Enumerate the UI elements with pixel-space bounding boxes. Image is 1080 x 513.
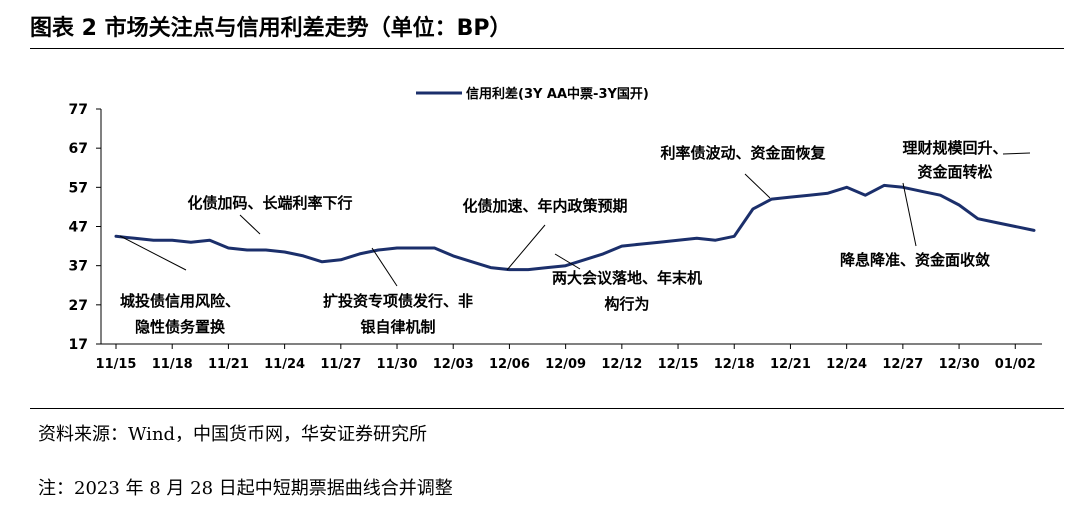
annotation-leader xyxy=(1002,152,1031,155)
source-text: 资料来源：Wind，中国货币网，华安证券研究所 xyxy=(38,424,428,445)
y-tick-label: 67 xyxy=(69,141,88,157)
x-tick-label: 11/18 xyxy=(152,357,193,372)
x-tick-label: 12/21 xyxy=(770,357,811,372)
annotation-text: 构行为 xyxy=(604,295,649,313)
annotation-text: 银自律机制 xyxy=(360,318,435,336)
x-tick-label: 12/18 xyxy=(714,357,755,372)
x-tick-label: 12/12 xyxy=(601,357,642,372)
annotation-text: 隐性债务置换 xyxy=(135,318,226,336)
x-tick-label: 01/02 xyxy=(995,357,1036,372)
x-tick-label: 11/24 xyxy=(264,357,305,372)
x-tick-label: 12/27 xyxy=(882,357,923,372)
x-tick-label: 11/15 xyxy=(96,357,137,372)
annotation-text: 利率债波动、资金面恢复 xyxy=(660,144,826,162)
y-tick-label: 27 xyxy=(69,298,88,314)
annotation-leader xyxy=(506,224,546,271)
x-tick-label: 12/30 xyxy=(939,357,980,372)
y-tick-label: 17 xyxy=(69,337,88,353)
legend-label: 信用利差(3Y AA中票-3Y国开) xyxy=(466,86,649,102)
y-tick-label: 37 xyxy=(69,259,88,275)
title-rule xyxy=(30,48,1064,49)
x-tick-label: 11/27 xyxy=(320,357,361,372)
x-tick-label: 12/15 xyxy=(658,357,699,372)
x-tick-label: 12/06 xyxy=(489,357,530,372)
note-text: 注：2023 年 8 月 28 日起中短期票据曲线合并调整 xyxy=(38,478,453,499)
chart-area: 17 27 37 47 57 67 77 11/15 11/18 11/21 11/24 11/27 1… xyxy=(0,50,1080,406)
series-line-credit-spread xyxy=(114,183,1036,272)
figure-title: 图表 2 市场关注点与信用利差走势（单位：BP） xyxy=(30,16,512,41)
annotation-leader xyxy=(371,247,398,287)
annotation-text: 扩投资专项债发行、非 xyxy=(323,292,473,310)
annotation-text: 化债加码、长端利率下行 xyxy=(187,194,352,212)
annotation-leader xyxy=(902,182,917,247)
credit-spread-line-chart: 17 27 37 47 57 67 77 11/15 11/18 11/21 11/24 11/27 1… xyxy=(69,86,1042,372)
annotation-text: 理财规模回升、 xyxy=(902,139,1007,157)
annotation-leader xyxy=(554,253,581,270)
y-tick-label: 47 xyxy=(69,220,88,236)
y-tick-label: 57 xyxy=(69,180,88,196)
x-tick-label: 11/30 xyxy=(377,357,418,372)
x-tick-label: 11/21 xyxy=(208,357,249,372)
footer-rule xyxy=(30,408,1064,409)
y-tick-label: 77 xyxy=(69,102,88,118)
annotation-leader xyxy=(744,173,771,199)
annotation-text: 城投债信用风险、 xyxy=(120,292,240,310)
annotation-leader xyxy=(119,235,187,271)
annotation-leader xyxy=(239,214,261,235)
annotation-text: 两大会议落地、年末机 xyxy=(552,269,702,287)
x-tick-label: 12/03 xyxy=(433,357,474,372)
annotation-text: 降息降准、资金面收敛 xyxy=(840,251,990,269)
annotation-text: 资金面转松 xyxy=(917,163,992,181)
x-tick-label: 12/09 xyxy=(545,357,586,372)
x-tick-label: 12/24 xyxy=(826,357,867,372)
annotation-text: 化债加速、年内政策预期 xyxy=(462,197,627,215)
